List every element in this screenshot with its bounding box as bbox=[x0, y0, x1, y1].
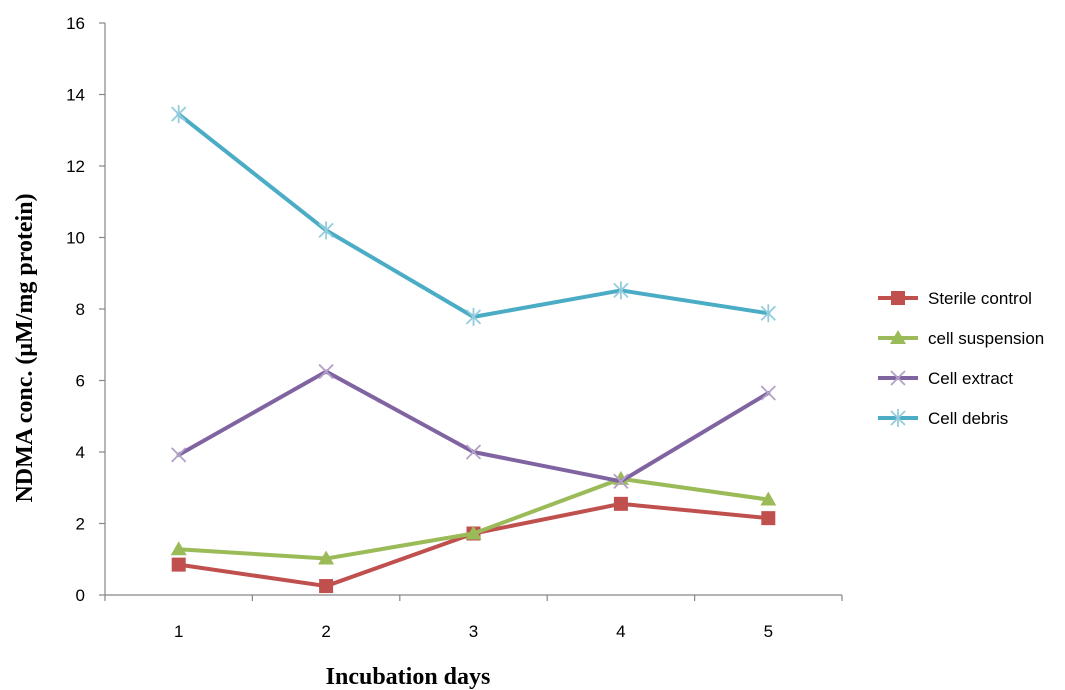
y-tick-label: 0 bbox=[76, 586, 85, 605]
series-cell-debris bbox=[171, 105, 776, 326]
x-ticks: 1 2 3 4 5 bbox=[104, 595, 843, 641]
x-tick-label: 4 bbox=[616, 622, 625, 641]
data-point bbox=[465, 525, 482, 540]
legend-item: Cell extract bbox=[878, 369, 1013, 388]
y-tick-label: 6 bbox=[76, 372, 85, 391]
legend-item: Cell debris bbox=[878, 409, 1008, 428]
y-tick-label: 14 bbox=[66, 86, 85, 105]
y-tick-label: 16 bbox=[66, 14, 85, 33]
data-point bbox=[171, 447, 187, 463]
series-line bbox=[176, 501, 771, 589]
data-point bbox=[171, 105, 187, 124]
legend-item: cell suspension bbox=[878, 329, 1044, 348]
series-line bbox=[176, 476, 771, 561]
series-cell-extract bbox=[171, 363, 776, 489]
legend-marker bbox=[890, 330, 906, 344]
data-point bbox=[170, 541, 187, 556]
y-axis-title: NDMA conc. (μM/mg protein) bbox=[12, 193, 38, 502]
x-tick-label: 1 bbox=[174, 622, 183, 641]
legend-label: cell suspension bbox=[928, 329, 1044, 348]
legend: Sterile control cell suspension Cell extra… bbox=[878, 289, 1044, 428]
data-point bbox=[171, 557, 186, 572]
series-line bbox=[176, 112, 771, 319]
y-tick-label: 8 bbox=[76, 300, 85, 319]
data-point bbox=[319, 579, 334, 594]
data-point bbox=[465, 307, 482, 326]
data-point bbox=[613, 281, 629, 300]
y-tick-label: 4 bbox=[76, 443, 85, 462]
x-tick-label: 5 bbox=[764, 622, 773, 641]
data-point bbox=[613, 473, 629, 489]
series-cell-suspension bbox=[170, 470, 777, 565]
legend-label: Cell extract bbox=[928, 369, 1013, 388]
data-point bbox=[761, 511, 776, 526]
series-layer bbox=[170, 105, 777, 594]
legend-marker bbox=[891, 291, 905, 305]
legend-marker bbox=[890, 370, 906, 386]
legend-label: Cell debris bbox=[928, 409, 1008, 428]
data-point bbox=[318, 221, 334, 240]
x-tick-label: 2 bbox=[321, 622, 330, 641]
legend-marker bbox=[890, 409, 906, 427]
data-point bbox=[465, 444, 482, 460]
y-tick-label: 2 bbox=[76, 515, 85, 534]
y-tick-label: 12 bbox=[66, 157, 85, 176]
data-point bbox=[760, 385, 776, 401]
data-point bbox=[613, 496, 628, 511]
series-line bbox=[176, 369, 771, 484]
data-point bbox=[318, 363, 334, 380]
legend-item: Sterile control bbox=[878, 289, 1032, 308]
y-ticks: 0 2 4 6 8 10 12 14 16 bbox=[66, 14, 105, 605]
data-point bbox=[318, 550, 335, 565]
data-point bbox=[760, 491, 777, 506]
series-sterile-control bbox=[171, 496, 776, 594]
y-tick-label: 10 bbox=[66, 229, 85, 248]
x-axis-title: Incubation days bbox=[326, 664, 491, 690]
x-tick-label: 3 bbox=[469, 622, 478, 641]
data-point bbox=[760, 304, 776, 323]
legend-label: Sterile control bbox=[928, 289, 1032, 308]
